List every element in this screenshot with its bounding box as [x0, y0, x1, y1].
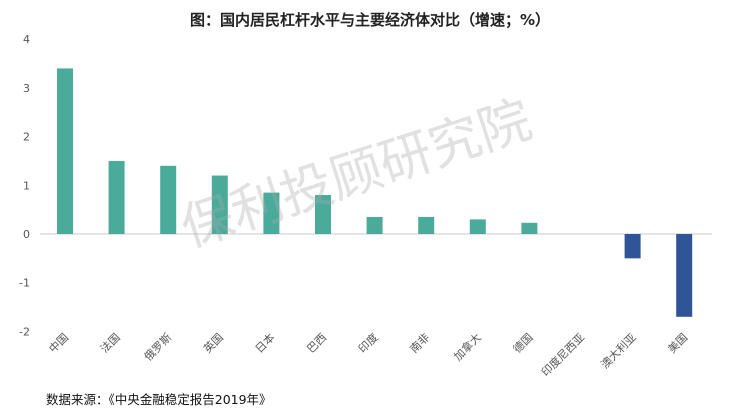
y-tick-label: 1	[23, 179, 30, 192]
chart-title: 图：国内居民杠杆水平与主要经济体对比（增速；%）	[189, 11, 551, 29]
bar	[418, 216, 435, 234]
y-tick-label: -1	[19, 277, 30, 290]
x-tick-label: 中国	[46, 331, 71, 356]
bar	[160, 165, 177, 234]
x-tick-label: 法国	[97, 330, 122, 355]
bar	[263, 192, 280, 234]
bar	[624, 234, 641, 259]
x-tick-label: 德国	[510, 330, 535, 355]
x-tick-label: 日本	[252, 330, 277, 355]
y-tick-label: -2	[19, 325, 30, 338]
bar	[676, 234, 693, 317]
bar	[108, 160, 125, 234]
x-tick-label: 俄罗斯	[142, 331, 175, 364]
source-note: 数据来源：《中央金融稳定报告2019年》	[46, 392, 272, 407]
bar	[315, 195, 331, 234]
bar	[57, 68, 73, 234]
y-tick-label: 4	[23, 33, 30, 46]
bar	[521, 222, 538, 234]
x-tick-label: 巴西	[304, 331, 329, 356]
x-tick-label: 印度尼西亚	[538, 330, 587, 379]
bar	[211, 175, 228, 234]
x-tick-label: 美国	[666, 331, 691, 356]
x-tick-label: 加拿大	[451, 330, 484, 363]
x-tick-label: 印度	[355, 330, 380, 355]
y-tick-label: 3	[23, 82, 30, 95]
x-tick-label: 南非	[408, 331, 433, 356]
bar	[469, 219, 486, 234]
y-tick-label: 2	[23, 131, 30, 144]
bar	[366, 216, 383, 234]
y-tick-label: 0	[23, 228, 30, 241]
x-tick-label: 澳大利亚	[598, 330, 639, 371]
x-tick-label: 英国	[200, 330, 225, 355]
